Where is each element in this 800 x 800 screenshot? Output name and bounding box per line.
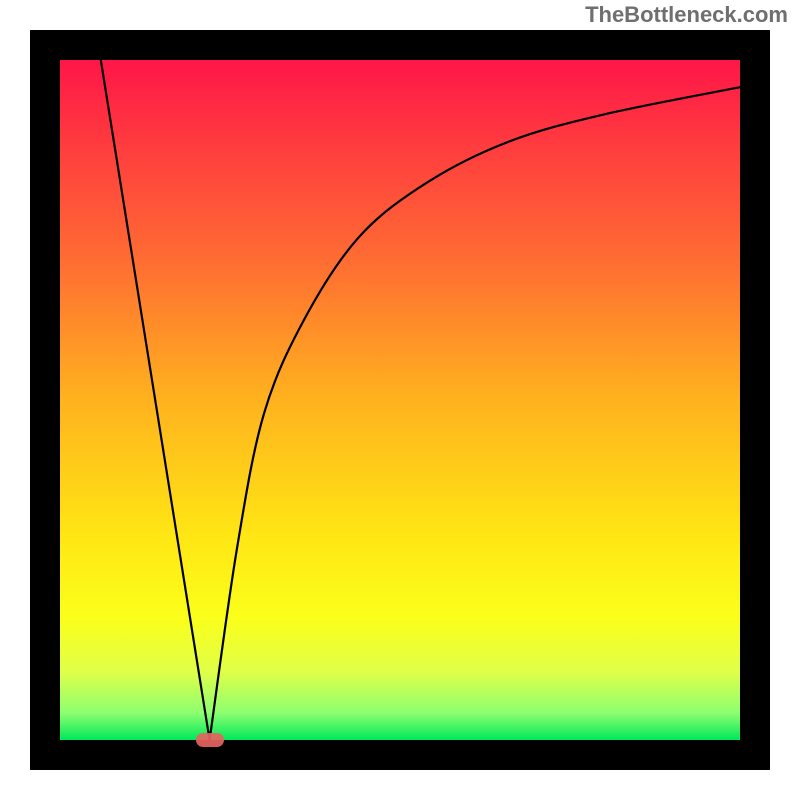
bottleneck-curve bbox=[101, 60, 740, 740]
min-marker bbox=[196, 733, 224, 747]
curve-layer bbox=[0, 0, 800, 800]
chart-container: { "meta": { "watermark": "TheBottleneck.… bbox=[0, 0, 800, 800]
